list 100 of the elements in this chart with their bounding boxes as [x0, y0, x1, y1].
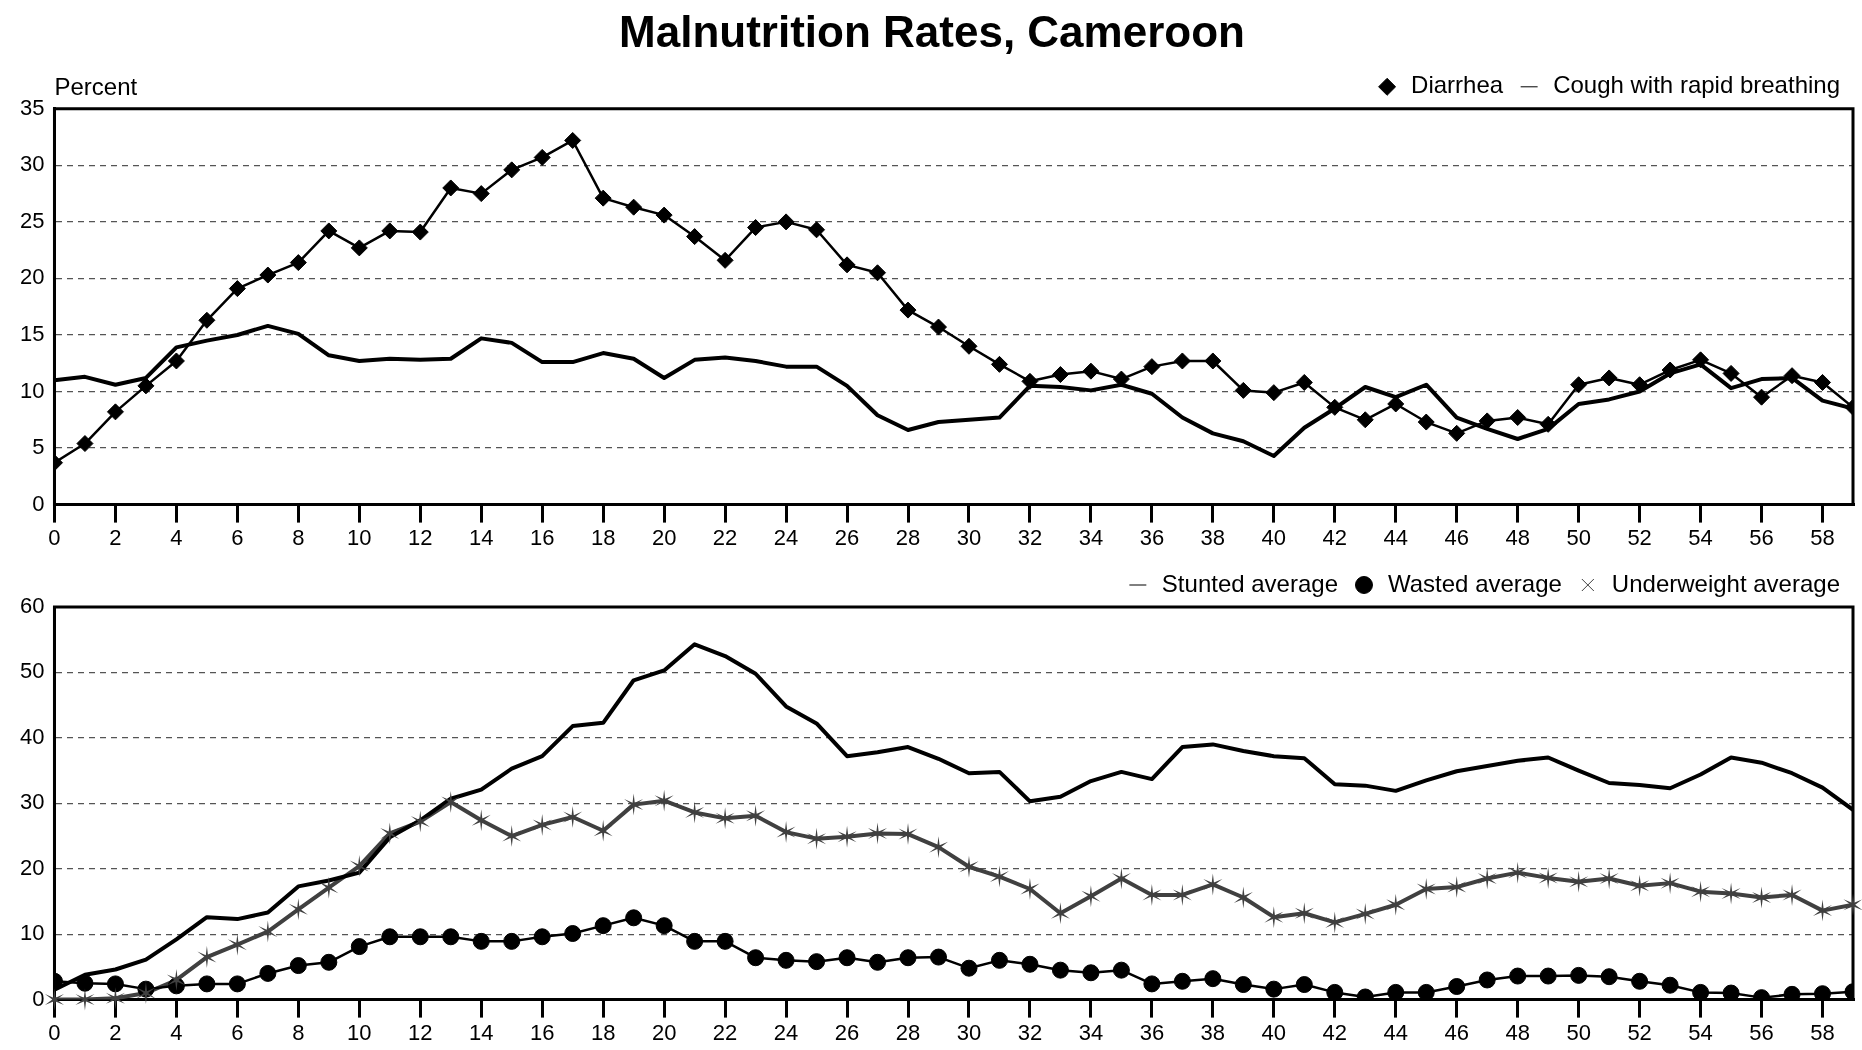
x-tick-label: 46 [1444, 1019, 1469, 1045]
point [1661, 361, 1679, 379]
point [471, 809, 491, 832]
point [1233, 886, 1253, 909]
x-tick-label: 10 [347, 524, 372, 550]
x-tick-label: 38 [1200, 524, 1226, 550]
point [198, 311, 216, 329]
x-tick-label: 16 [529, 1019, 555, 1045]
x-tick-label: 30 [956, 1019, 982, 1045]
y-tick-label: 20 [19, 264, 45, 290]
point [1722, 984, 1740, 1000]
point [1265, 980, 1283, 998]
y-tick-label: 0 [32, 985, 45, 1011]
point [1173, 972, 1191, 990]
point [928, 836, 949, 859]
point [1722, 364, 1740, 382]
point [1355, 902, 1375, 925]
point [350, 938, 368, 956]
x-tick-label: 20 [651, 524, 677, 550]
y-tick-label: 0 [32, 490, 45, 516]
point [76, 435, 94, 453]
point [1021, 372, 1039, 390]
x-tick-label: 54 [1688, 1019, 1713, 1045]
point [1112, 961, 1130, 979]
point [716, 251, 734, 269]
point [1356, 411, 1374, 429]
x-tick-label: 34 [1078, 524, 1104, 550]
y-tick-label: 40 [19, 723, 45, 749]
x-tick-label: 0 [48, 1019, 61, 1045]
point [777, 213, 795, 231]
point [564, 131, 582, 149]
x-tick-label: 52 [1627, 524, 1652, 550]
x-tick-label: 22 [712, 524, 738, 550]
point [1569, 870, 1589, 893]
point [990, 951, 1008, 969]
point [105, 987, 125, 1010]
x-tick-label: 24 [773, 1019, 799, 1045]
point [410, 810, 430, 833]
legend-label: Cough with rapid breathing [1553, 71, 1841, 99]
x-tick-label: 40 [1261, 524, 1287, 550]
point [899, 301, 917, 319]
point [1234, 976, 1252, 994]
point [655, 917, 673, 935]
point [532, 813, 552, 836]
point [929, 948, 947, 966]
point [686, 932, 704, 950]
x-tick-label: 48 [1505, 524, 1530, 550]
x-tick-label: 36 [1139, 1019, 1165, 1045]
point [259, 964, 277, 982]
x-tick-label: 32 [1017, 524, 1043, 550]
point [1812, 899, 1833, 922]
x-tick-label: 6 [231, 524, 244, 550]
x-tick-label: 16 [529, 524, 555, 550]
point [1478, 971, 1496, 989]
point [1417, 413, 1435, 431]
point [1509, 409, 1527, 427]
point [747, 219, 765, 237]
point [1234, 381, 1252, 399]
point [1692, 351, 1710, 369]
x-tick-label: 48 [1505, 1019, 1530, 1045]
point [228, 975, 246, 993]
point [503, 161, 521, 179]
x-tick-label: 12 [408, 1019, 433, 1045]
point [1172, 883, 1192, 906]
x-tick-label: 56 [1749, 1019, 1774, 1045]
point [1753, 388, 1771, 406]
x-tick-label: 18 [590, 524, 616, 550]
x-tick-label: 12 [408, 524, 433, 550]
point [1264, 906, 1284, 929]
point [1600, 968, 1618, 986]
point [1416, 878, 1436, 901]
point [563, 806, 583, 829]
x-tick-label: 4 [170, 1019, 183, 1045]
point [1447, 876, 1467, 899]
point [1143, 358, 1161, 376]
x-tick-label: 20 [651, 1019, 677, 1045]
point [960, 337, 978, 355]
point [1570, 966, 1588, 984]
point [1326, 398, 1344, 416]
point [990, 355, 1008, 373]
legend-label: Stunted average [1161, 569, 1338, 597]
x-tick-label: 38 [1200, 1019, 1226, 1045]
point [227, 933, 247, 956]
point [1112, 370, 1130, 388]
point [686, 228, 704, 246]
point [868, 822, 888, 845]
y-tick-label: 60 [19, 593, 45, 619]
point [533, 928, 551, 946]
y-tick-label: 15 [19, 321, 45, 347]
x-tick-label: 30 [956, 524, 982, 550]
point [533, 148, 551, 166]
point [1082, 964, 1100, 982]
point [228, 280, 246, 298]
point [349, 855, 369, 878]
x-tick-label: 42 [1322, 1019, 1348, 1045]
point [288, 898, 308, 921]
point [655, 206, 673, 224]
y-tick-label: 35 [19, 94, 45, 120]
chart-title: Malnutrition Rates, Cameroon [619, 6, 1245, 56]
point [259, 266, 277, 284]
